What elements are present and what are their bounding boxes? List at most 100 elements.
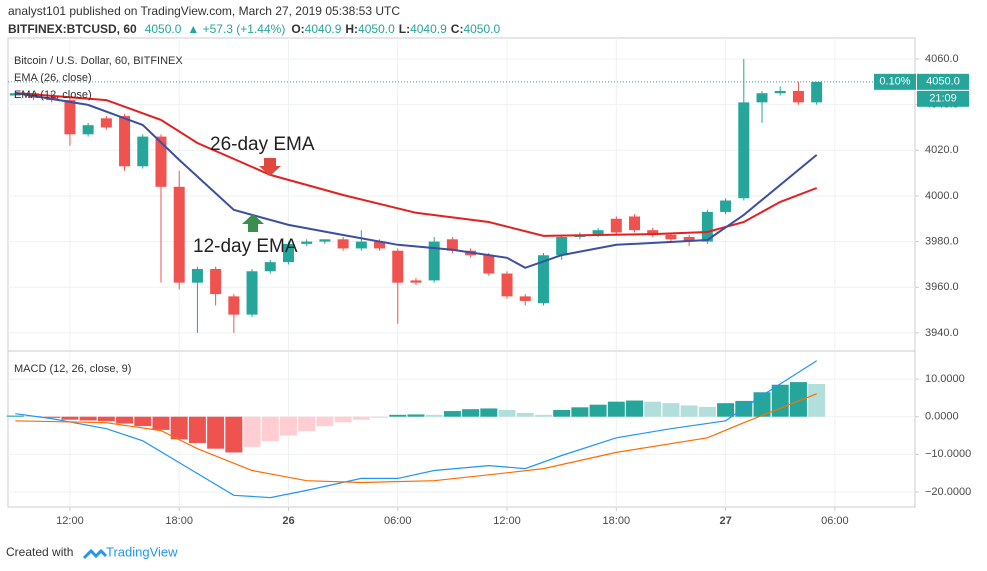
price-tag [917, 73, 969, 90]
arrow-up [242, 214, 264, 232]
candle-body [228, 296, 240, 315]
candle-body [410, 280, 422, 283]
ohlc-label: O: [291, 22, 304, 36]
candle-body [756, 93, 768, 103]
candle-body [137, 136, 149, 167]
histogram-bar [43, 416, 61, 418]
ohlc-label: H: [345, 22, 358, 36]
chart-title: MACD (12, 26, close, 9) [14, 363, 131, 375]
candle-body [191, 268, 203, 283]
arrow-down [259, 158, 281, 176]
countdown-tag [917, 90, 969, 107]
histogram-bar [680, 405, 698, 417]
histogram-bar [134, 416, 152, 427]
candle-body [301, 241, 313, 244]
footer-brand: TradingView [106, 544, 178, 559]
candle-body [610, 218, 622, 233]
ohlc-value: 4050.0 [358, 22, 395, 36]
histogram-bar [316, 416, 334, 427]
candle-body [100, 118, 112, 128]
candle-body [392, 250, 404, 283]
price-change: 0.10% [879, 76, 910, 88]
countdown: 21:09 [929, 93, 957, 105]
histogram-bar [6, 415, 24, 417]
candle-body [355, 241, 367, 249]
histogram-bar [170, 416, 188, 440]
plot-frame [7, 37, 916, 508]
y-tick-label: 3960.0 [925, 281, 959, 293]
header-text: BITFINEX:BTCUSD, 60 4050.0 ▲ +57.3 (+1.44%… [8, 22, 500, 36]
footer-prefix: Created with [6, 545, 73, 559]
histogram-bar [717, 403, 735, 417]
histogram-bar [662, 403, 680, 417]
histogram-bar [644, 401, 662, 417]
x-tick-label: 12:00 [56, 515, 84, 527]
histogram-bar [462, 409, 480, 417]
ohlc-value: 4040.9 [305, 22, 342, 36]
histogram-bar [279, 416, 297, 436]
candle-body [811, 81, 823, 103]
price-tag-label: 4050.0 [926, 76, 960, 88]
x-tick-label: 12:00 [493, 515, 521, 527]
chart-title: Bitcoin / U.S. Dollar, 60, BITFINEX [14, 55, 183, 67]
candle-body [501, 273, 513, 297]
histogram-bar [789, 382, 807, 417]
histogram-bar [334, 416, 352, 423]
candle-body [337, 239, 349, 249]
candle-body [155, 136, 167, 187]
candle-body [82, 125, 94, 135]
candle-body [720, 200, 732, 212]
histogram-bar [553, 409, 571, 417]
ohlc-label: C: [451, 22, 464, 36]
candle-body [537, 255, 549, 304]
histogram-bar [352, 416, 370, 420]
histogram-bar [443, 411, 461, 417]
change: ▲ +57.3 (+1.44%) [187, 22, 285, 36]
ohlc-value: 4050.0 [463, 22, 500, 36]
footer-logo [82, 548, 108, 560]
histogram-bar [534, 414, 552, 417]
candle-body [282, 243, 294, 263]
candle-body [264, 262, 276, 272]
line-series [15, 360, 818, 499]
histogram-bar [371, 416, 389, 418]
candle-body [738, 102, 750, 199]
annotation: 26-day EMA [210, 134, 315, 155]
candle-body [428, 241, 440, 281]
byline: analyst101 published on TradingView.com,… [8, 4, 400, 18]
histogram-bar [698, 406, 716, 417]
price-change-tag [874, 73, 916, 90]
x-tick-label: 06:00 [821, 515, 849, 527]
annotation: 12-day EMA [193, 236, 298, 257]
candle-body [173, 186, 185, 283]
y-tick-label: 4060.0 [925, 53, 959, 65]
candle-body [446, 239, 458, 251]
candle-body [519, 296, 531, 301]
y-tick-label: 4000.0 [925, 190, 959, 202]
y-tick-label: 4020.0 [925, 144, 959, 156]
x-tick-label: 06:00 [384, 515, 412, 527]
candle-body [665, 234, 677, 240]
line-series [15, 393, 817, 484]
labels: 12:00 18:00 26 06:00 12:00 18:00 27 06:00 3940.0… [14, 53, 971, 527]
candle-body [246, 271, 258, 315]
candle-body [647, 230, 659, 235]
histogram-bar [407, 414, 425, 417]
histogram-bar [225, 416, 243, 453]
histogram-bar [626, 400, 644, 417]
candle-body [319, 239, 331, 242]
histogram-bar [607, 401, 625, 417]
y-tick-label: 3980.0 [925, 235, 959, 247]
histogram-bar [261, 416, 279, 442]
histogram-bar [516, 412, 534, 417]
candle-body [556, 237, 568, 256]
histogram-bar [116, 416, 134, 424]
histogram-bar [589, 404, 607, 417]
price: 4050.0 [145, 22, 182, 36]
histogram-bar [498, 409, 516, 417]
histogram-bar [389, 414, 407, 417]
ohlc-value: 4040.9 [410, 22, 447, 36]
histogram-bar [152, 416, 170, 430]
